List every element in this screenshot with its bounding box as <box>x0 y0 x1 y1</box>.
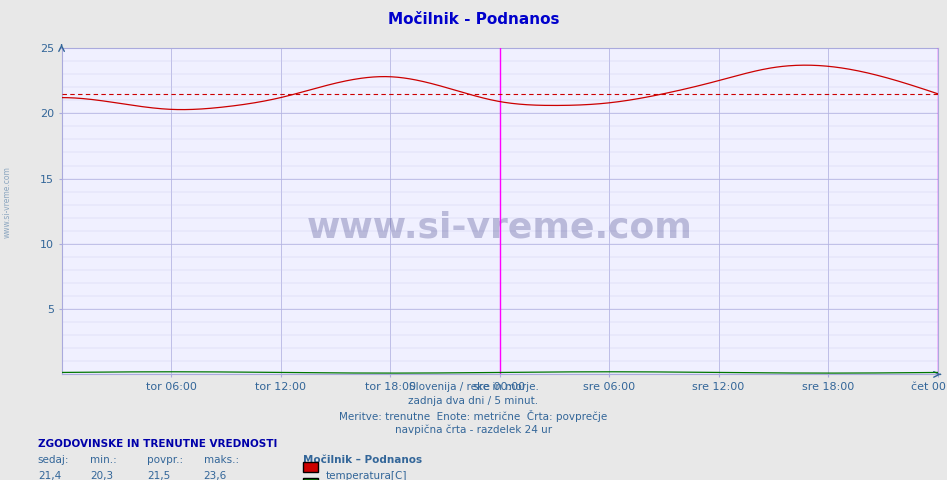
Text: Slovenija / reke in morje.: Slovenija / reke in morje. <box>408 382 539 392</box>
Text: maks.:: maks.: <box>204 455 239 465</box>
Text: sedaj:: sedaj: <box>38 455 69 465</box>
Text: zadnja dva dni / 5 minut.: zadnja dva dni / 5 minut. <box>408 396 539 406</box>
Text: www.si-vreme.com: www.si-vreme.com <box>3 166 12 238</box>
Text: www.si-vreme.com: www.si-vreme.com <box>307 211 692 244</box>
Text: temperatura[C]: temperatura[C] <box>326 471 407 480</box>
Text: 21,5: 21,5 <box>147 471 170 480</box>
Text: Meritve: trenutne  Enote: metrične  Črta: povprečje: Meritve: trenutne Enote: metrične Črta: … <box>339 410 608 422</box>
Text: min.:: min.: <box>90 455 116 465</box>
Text: 21,4: 21,4 <box>38 471 62 480</box>
Text: ZGODOVINSKE IN TRENUTNE VREDNOSTI: ZGODOVINSKE IN TRENUTNE VREDNOSTI <box>38 439 277 449</box>
Text: 23,6: 23,6 <box>204 471 227 480</box>
Text: povpr.:: povpr.: <box>147 455 183 465</box>
Text: 20,3: 20,3 <box>90 471 113 480</box>
Text: Močilnik – Podnanos: Močilnik – Podnanos <box>303 455 422 465</box>
Text: navpična črta - razdelek 24 ur: navpična črta - razdelek 24 ur <box>395 425 552 435</box>
Text: Močilnik - Podnanos: Močilnik - Podnanos <box>387 12 560 27</box>
